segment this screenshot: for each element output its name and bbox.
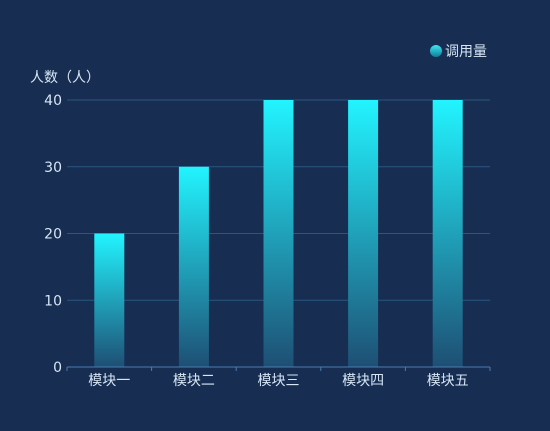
y-tick-labels: 0 10 20 30 40 (44, 93, 62, 376)
x-tick-label: 模块五 (427, 373, 469, 389)
bar[interactable] (94, 233, 125, 368)
legend-marker-icon (430, 45, 442, 57)
axes (66, 366, 491, 371)
bars (94, 100, 463, 368)
y-tick-label: 40 (44, 93, 62, 109)
legend[interactable]: 调用量 (430, 44, 487, 60)
bar[interactable] (348, 100, 379, 367)
legend-label: 调用量 (445, 44, 487, 60)
y-tick-label: 0 (53, 360, 62, 376)
x-tick-label: 模块四 (342, 373, 384, 389)
y-tick-label: 20 (44, 227, 62, 243)
bar[interactable] (178, 166, 209, 367)
y-tick-label: 10 (44, 293, 62, 309)
y-tick-label: 30 (44, 160, 62, 176)
x-tick-label: 模块三 (258, 373, 300, 389)
bar[interactable] (263, 100, 294, 367)
x-tick-label: 模块一 (88, 373, 130, 389)
x-tick-labels: 模块一 模块二 模块三 模块四 模块五 (88, 373, 468, 389)
y-axis-title: 人数（人） (30, 70, 100, 86)
x-tick-label: 模块二 (173, 373, 215, 389)
bar[interactable] (432, 100, 463, 367)
